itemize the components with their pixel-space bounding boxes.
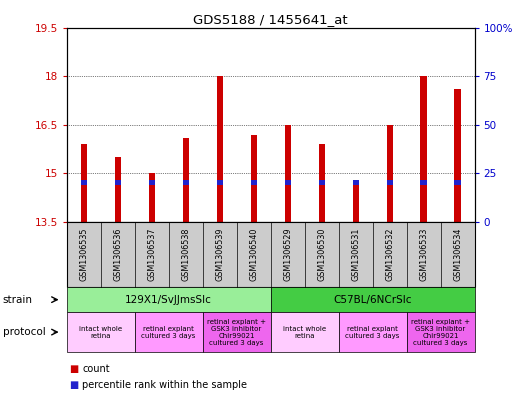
Text: C57BL/6NCrSlc: C57BL/6NCrSlc (333, 295, 412, 305)
Text: GSM1306529: GSM1306529 (283, 228, 292, 281)
Text: protocol: protocol (3, 327, 45, 337)
Bar (81, 180, 87, 185)
Bar (421, 180, 427, 185)
Bar (285, 125, 291, 222)
Text: GSM1306540: GSM1306540 (249, 228, 258, 281)
Text: ■: ■ (69, 364, 78, 375)
Text: retinal explant
cultured 3 days: retinal explant cultured 3 days (345, 325, 400, 339)
Text: percentile rank within the sample: percentile rank within the sample (82, 380, 247, 390)
Bar (352, 180, 359, 185)
Bar (386, 125, 392, 222)
Text: count: count (82, 364, 110, 375)
Bar (352, 180, 359, 222)
Bar (114, 180, 121, 185)
Bar (250, 134, 256, 222)
Bar (285, 180, 291, 185)
Text: GSM1306538: GSM1306538 (181, 228, 190, 281)
Bar (183, 180, 189, 185)
Text: GSM1306536: GSM1306536 (113, 228, 122, 281)
Text: strain: strain (3, 295, 32, 305)
Bar (149, 173, 155, 222)
Bar (421, 76, 427, 222)
Bar (386, 180, 392, 185)
Text: GSM1306530: GSM1306530 (317, 228, 326, 281)
Bar (216, 180, 223, 185)
Bar (114, 157, 121, 222)
Bar (81, 144, 87, 222)
Bar (216, 76, 223, 222)
Text: GSM1306537: GSM1306537 (147, 228, 156, 281)
Text: GSM1306534: GSM1306534 (453, 228, 462, 281)
Text: retinal explant +
GSK3 inhibitor
Chir99021
cultured 3 days: retinal explant + GSK3 inhibitor Chir990… (207, 319, 266, 345)
Text: intact whole
retina: intact whole retina (79, 325, 122, 339)
Bar (455, 89, 461, 222)
Bar (455, 180, 461, 185)
Text: GSM1306531: GSM1306531 (351, 228, 360, 281)
Title: GDS5188 / 1455641_at: GDS5188 / 1455641_at (193, 13, 348, 26)
Text: GSM1306539: GSM1306539 (215, 228, 224, 281)
Bar (319, 180, 325, 185)
Bar (250, 180, 256, 185)
Bar (149, 180, 155, 185)
Text: retinal explant
cultured 3 days: retinal explant cultured 3 days (142, 325, 196, 339)
Text: GSM1306532: GSM1306532 (385, 228, 394, 281)
Bar (183, 138, 189, 222)
Text: GSM1306535: GSM1306535 (79, 228, 88, 281)
Text: GSM1306533: GSM1306533 (419, 228, 428, 281)
Text: 129X1/SvJJmsSlc: 129X1/SvJJmsSlc (125, 295, 212, 305)
Text: intact whole
retina: intact whole retina (283, 325, 326, 339)
Text: ■: ■ (69, 380, 78, 390)
Text: retinal explant +
GSK3 inhibitor
Chir99021
cultured 3 days: retinal explant + GSK3 inhibitor Chir990… (411, 319, 470, 345)
Bar (319, 144, 325, 222)
